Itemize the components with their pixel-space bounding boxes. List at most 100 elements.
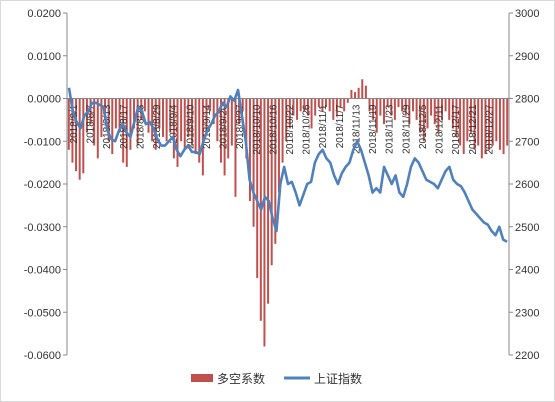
- bar: [100, 98, 103, 137]
- bar: [299, 98, 302, 112]
- left-tick-label: 0.0000: [27, 94, 61, 106]
- bar: [433, 98, 436, 125]
- bar: [122, 98, 125, 163]
- bar: [430, 98, 433, 116]
- bar: [205, 98, 208, 133]
- bar: [234, 98, 237, 197]
- bar: [419, 98, 422, 133]
- bar: [93, 98, 96, 146]
- bar: [404, 98, 407, 116]
- bar: [296, 98, 299, 120]
- bar: [466, 98, 469, 142]
- bar: [506, 98, 509, 146]
- bar: [270, 98, 273, 266]
- x-tick-label: 2018/11/23: [385, 104, 396, 154]
- bar: [317, 98, 320, 108]
- bar: [484, 98, 487, 155]
- bar: [408, 98, 411, 125]
- x-tick-label: 2018/10/10: [252, 104, 263, 154]
- bar: [114, 98, 117, 129]
- x-tick-label: 2018/9/14: [202, 104, 213, 149]
- bar: [354, 92, 357, 99]
- line-series: [67, 87, 508, 243]
- bar: [455, 98, 458, 137]
- bar: [390, 98, 393, 116]
- bar: [415, 98, 418, 120]
- bar: [451, 98, 454, 129]
- x-tick-label: 2018/12/21: [468, 104, 479, 154]
- bar: [111, 98, 114, 155]
- bar: [158, 98, 161, 129]
- bar: [238, 98, 241, 125]
- x-tick-label: 2018/9/4: [169, 104, 180, 143]
- bar: [183, 98, 186, 150]
- bar: [85, 98, 88, 133]
- bar: [288, 98, 291, 129]
- x-tick-label: 2018/8/29: [152, 104, 163, 149]
- x-tick-label: 2018/9/10: [185, 104, 196, 149]
- bar: [198, 98, 201, 163]
- bar: [306, 98, 309, 116]
- bar: [133, 98, 136, 129]
- left-tick-label: 0.0100: [27, 51, 61, 63]
- bar: [393, 98, 396, 120]
- right-tick-label: 2800: [515, 94, 539, 106]
- bar: [143, 98, 146, 112]
- legend-swatch-bar: [191, 374, 213, 382]
- bar: [274, 98, 277, 244]
- bar: [495, 98, 498, 142]
- x-tick-label: 2018/11/19: [368, 104, 379, 154]
- bar: [281, 98, 284, 163]
- left-axis-ticks: 0.0200 0.0100 0.0000 -0.0100 -0.0200 -0.0300 -…: [24, 8, 67, 362]
- bar: [263, 98, 266, 347]
- bar: [67, 98, 70, 150]
- bar: [292, 98, 295, 116]
- bar: [401, 98, 404, 112]
- right-tick-label: 2600: [515, 179, 539, 191]
- bar: [162, 98, 164, 137]
- bar: [89, 98, 92, 125]
- bar: [350, 89, 353, 99]
- bar: [328, 98, 331, 112]
- bar: [440, 98, 443, 120]
- bar: [361, 79, 364, 99]
- bar: [357, 87, 360, 99]
- bar: [459, 98, 462, 146]
- bar: [223, 98, 226, 176]
- left-tick-label: -0.0600: [24, 350, 61, 362]
- x-tick-label: 2018/12/27: [484, 104, 495, 154]
- right-tick-label: 3000: [515, 8, 539, 20]
- bar: [386, 98, 389, 108]
- bar: [201, 98, 204, 176]
- bar: [325, 98, 328, 108]
- bar: [187, 98, 190, 137]
- bar: [154, 98, 157, 150]
- bar: [227, 98, 230, 159]
- bar: [216, 98, 219, 142]
- bar: [444, 98, 447, 112]
- bar: [502, 98, 505, 155]
- bar: [491, 98, 494, 146]
- bar: [129, 98, 132, 150]
- bar: [147, 98, 150, 133]
- bar: [107, 98, 110, 142]
- x-tick-label: 2018/12/5: [418, 104, 429, 149]
- bar: [480, 98, 483, 159]
- bar: [321, 98, 324, 112]
- right-tick-label: 2900: [515, 51, 539, 63]
- right-tick-label: 2500: [515, 222, 539, 234]
- bar: [176, 98, 179, 167]
- bar: [498, 98, 501, 150]
- right-tick-label: 2200: [515, 350, 539, 362]
- x-tick-label: 2018/10/26: [302, 104, 313, 154]
- bar: [191, 98, 193, 146]
- bar: [248, 98, 251, 202]
- legend: 多空系数 上证指数: [191, 371, 362, 386]
- bar: [314, 98, 317, 116]
- bar: [437, 98, 440, 133]
- right-axis-ticks: 3000 2900 2800 2700 2600 2500 2400 2300 2200: [509, 8, 539, 362]
- bar: [335, 98, 338, 116]
- x-tick-label: 2018/9/20: [219, 104, 230, 149]
- bar: [383, 98, 385, 125]
